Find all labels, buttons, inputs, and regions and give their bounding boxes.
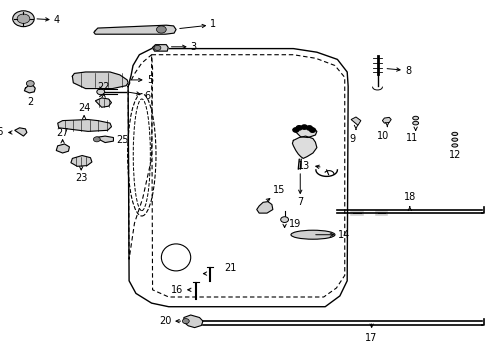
Circle shape [26, 81, 34, 86]
Polygon shape [293, 126, 316, 138]
Text: 13: 13 [298, 161, 310, 171]
Polygon shape [382, 117, 390, 123]
Text: 16: 16 [170, 285, 183, 295]
Text: 22: 22 [97, 82, 110, 92]
Circle shape [97, 89, 104, 95]
Circle shape [306, 126, 312, 130]
Text: 12: 12 [447, 150, 460, 161]
Circle shape [309, 128, 315, 132]
Text: 8: 8 [404, 66, 410, 76]
Ellipse shape [451, 144, 457, 147]
Text: 5: 5 [146, 75, 153, 85]
Polygon shape [95, 136, 113, 143]
Text: 6: 6 [144, 91, 151, 102]
Text: 18: 18 [403, 192, 415, 202]
Circle shape [13, 11, 34, 27]
Text: 11: 11 [405, 133, 417, 143]
Polygon shape [58, 120, 111, 131]
Text: 23: 23 [75, 173, 87, 183]
Polygon shape [94, 25, 176, 34]
Circle shape [156, 26, 166, 33]
Polygon shape [183, 315, 203, 328]
Text: 7: 7 [296, 197, 303, 207]
Text: 17: 17 [365, 333, 377, 343]
Text: 27: 27 [56, 127, 69, 138]
Text: 4: 4 [54, 15, 60, 25]
Text: 9: 9 [348, 134, 354, 144]
Ellipse shape [290, 230, 334, 239]
Text: 14: 14 [338, 230, 350, 240]
Polygon shape [15, 128, 27, 136]
Polygon shape [152, 45, 168, 51]
Ellipse shape [451, 138, 457, 141]
Circle shape [182, 319, 189, 324]
Circle shape [154, 45, 161, 50]
Polygon shape [95, 98, 111, 107]
Circle shape [17, 14, 30, 23]
Ellipse shape [412, 116, 418, 120]
Text: 15: 15 [272, 185, 285, 195]
Polygon shape [71, 156, 92, 166]
Polygon shape [72, 72, 128, 89]
Circle shape [296, 126, 302, 130]
Polygon shape [24, 86, 35, 93]
Circle shape [292, 128, 298, 132]
Text: 20: 20 [159, 316, 171, 326]
Polygon shape [256, 202, 272, 213]
Text: 10: 10 [376, 131, 389, 141]
Ellipse shape [451, 132, 457, 135]
Text: 26: 26 [0, 127, 4, 138]
Circle shape [280, 217, 288, 222]
Text: 24: 24 [78, 103, 90, 113]
Text: 21: 21 [224, 263, 236, 273]
Text: 19: 19 [288, 219, 300, 229]
Text: 2: 2 [27, 97, 33, 107]
Text: 25: 25 [116, 135, 129, 145]
Ellipse shape [412, 121, 418, 125]
Circle shape [301, 125, 306, 129]
Polygon shape [350, 117, 360, 125]
Circle shape [93, 137, 100, 142]
Polygon shape [292, 136, 316, 158]
Polygon shape [56, 144, 69, 153]
Text: 1: 1 [210, 19, 216, 30]
Text: 3: 3 [190, 42, 197, 52]
